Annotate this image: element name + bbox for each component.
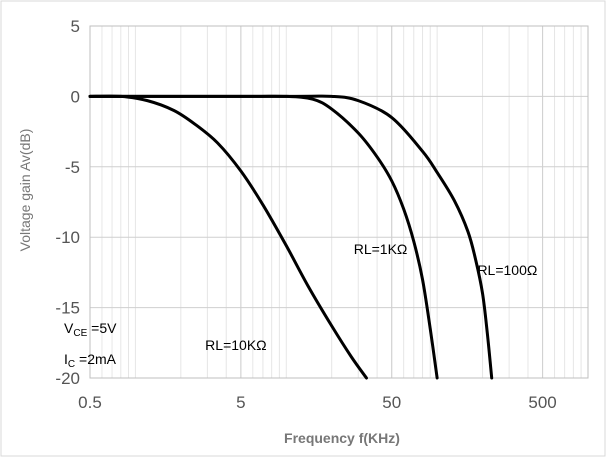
curve-label: RL=10KΩ [205,337,266,353]
curve-label: RL=1KΩ [354,241,408,257]
x-tick-label: 500 [528,393,556,412]
condition-vce-subscript: CE [73,328,87,339]
series-line-1 [88,94,368,380]
x-tick-labels: 0.5 5 50 500 [78,393,557,412]
y-tick-label: 5 [71,17,80,36]
condition-vce-value: =5V [87,320,117,336]
y-tick-label: -20 [55,369,80,388]
x-tick-label: 50 [382,393,401,412]
x-axis-title: Frequency f(KHz) [284,430,400,446]
condition-ic-value: =2mA [75,351,117,367]
y-axis-title: Voltage gain Av(dB) [17,129,33,252]
series-line-3 [88,94,494,380]
x-tick-label: 5 [236,393,245,412]
condition-vce: VCE =5V [64,320,117,339]
condition-ic-symbol: I [64,351,68,367]
series-layer [88,94,494,380]
plot-area-border [89,25,589,379]
x-tick-label: 0.5 [78,393,102,412]
curve-label: RL=100Ω [477,262,537,278]
y-tick-label: 0 [71,87,80,106]
y-tick-label: -5 [65,158,80,177]
condition-ic-subscript: C [68,359,75,370]
y-tick-label: -15 [55,299,80,318]
y-tick-labels: 5 0 -5 -10 -15 -20 [55,17,80,388]
annotation-layer: RL=1KΩ RL=100Ω RL=10KΩ [205,241,537,353]
y-tick-label: -10 [55,228,80,247]
condition-ic: IC =2mA [64,351,117,370]
condition-vce-symbol: V [64,320,74,336]
